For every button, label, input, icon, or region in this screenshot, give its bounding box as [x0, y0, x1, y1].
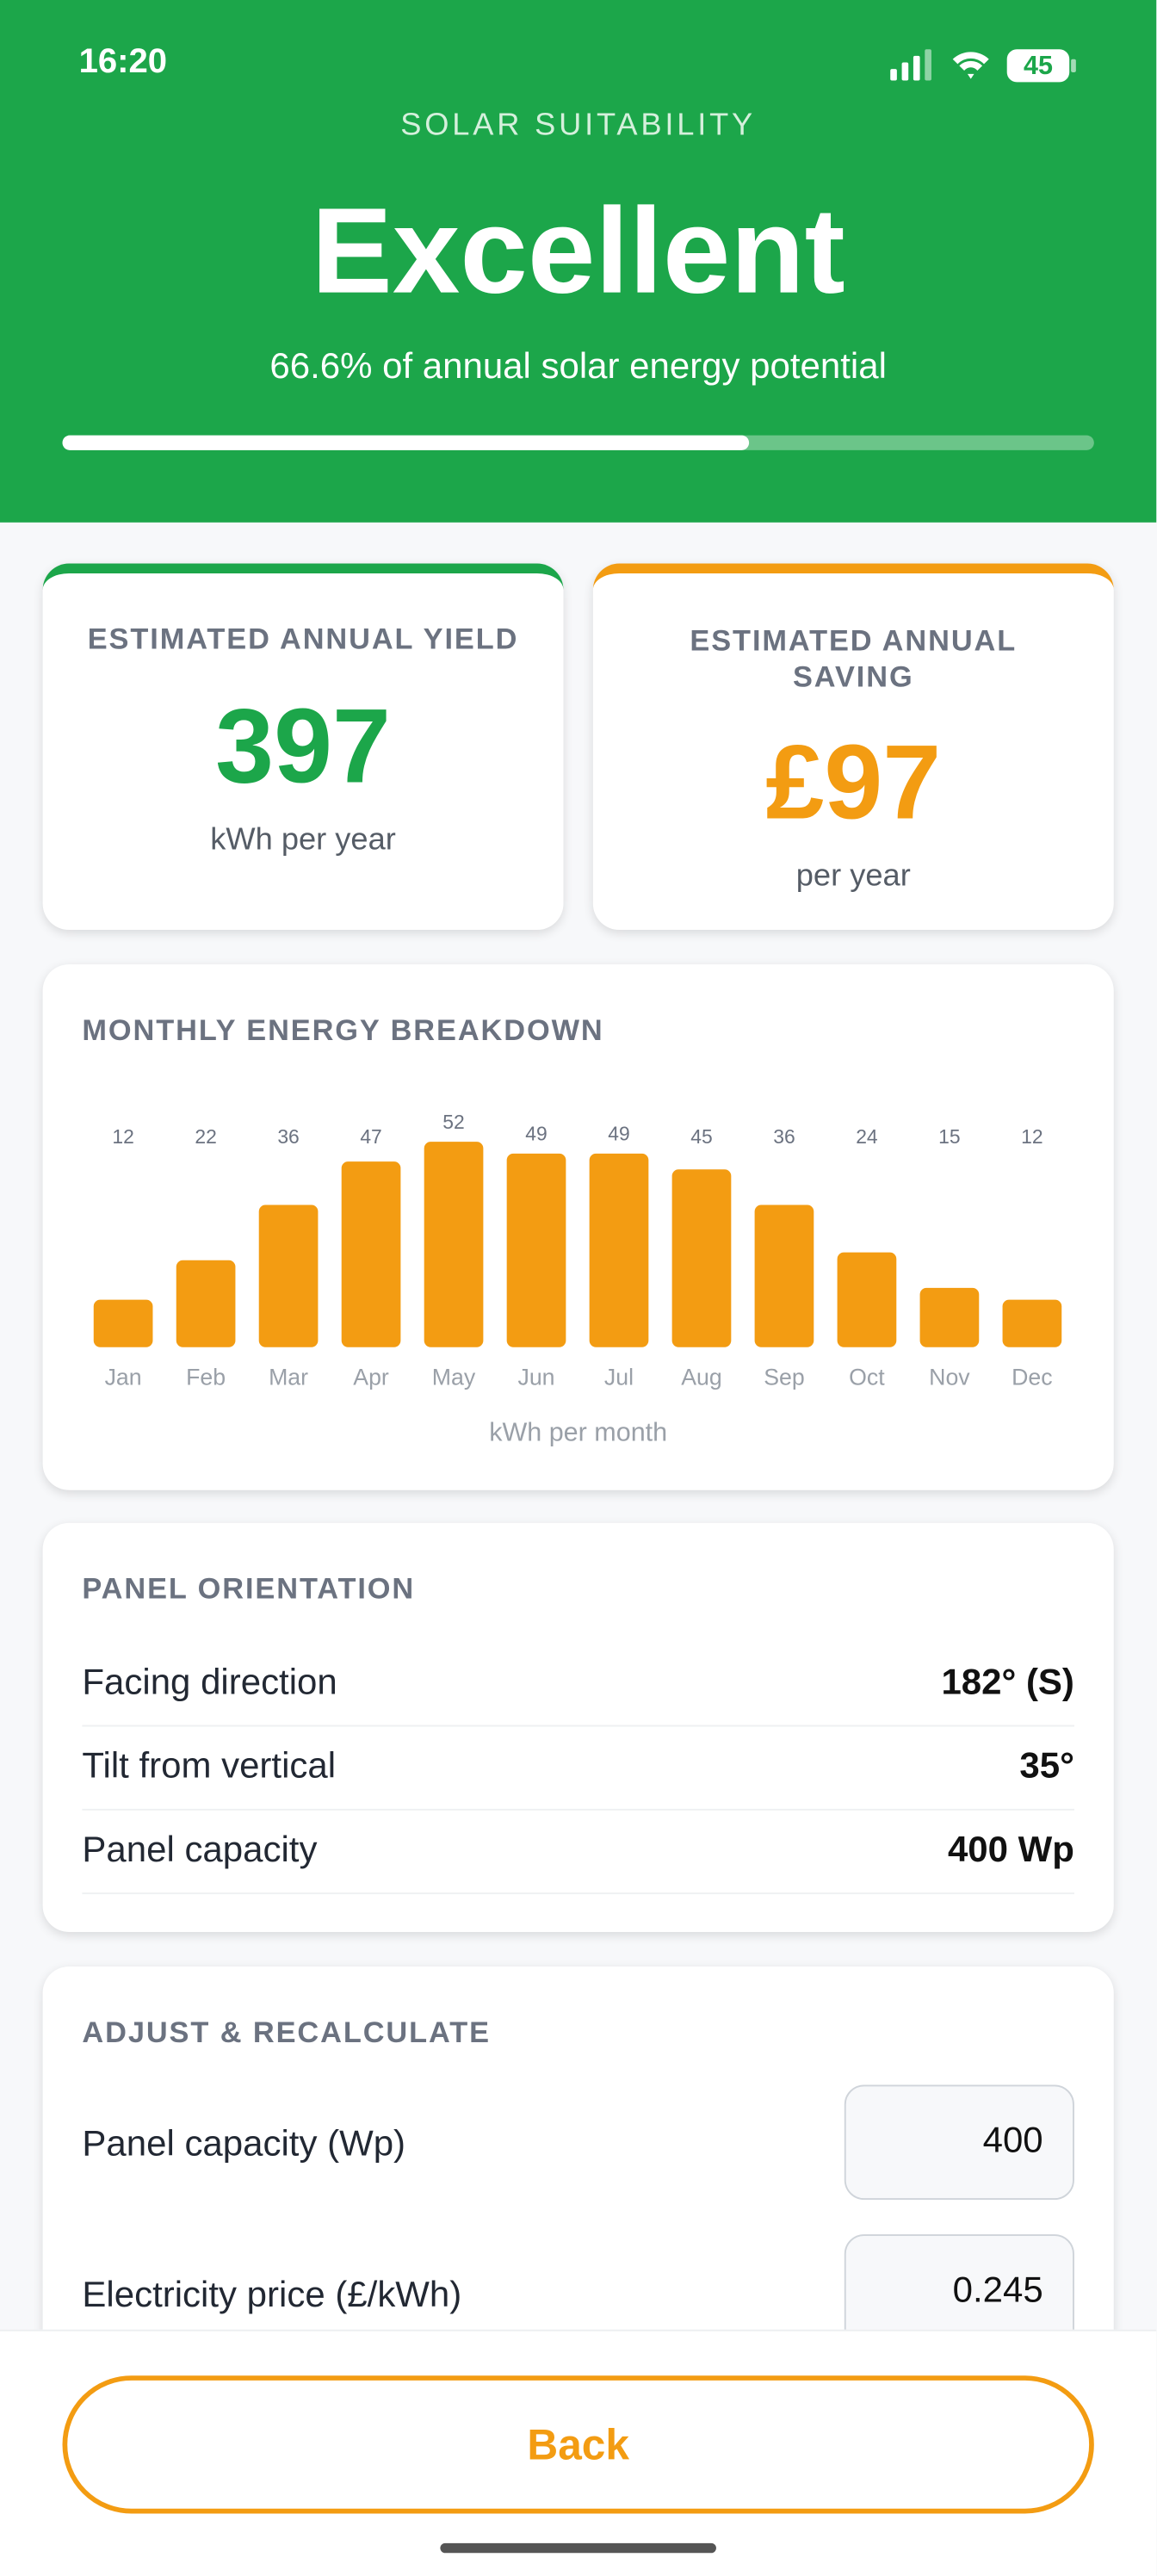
chart-title: MONTHLY ENERGY BREAKDOWN: [82, 1013, 604, 1047]
progress-fill: [62, 435, 750, 450]
value-label: 12: [112, 1125, 133, 1148]
bar: [837, 1252, 897, 1347]
saving-card: ESTIMATED ANNUAL SAVING £97 per year: [592, 563, 1114, 931]
field-input[interactable]: 400: [844, 2084, 1074, 2201]
value-label: 47: [360, 1125, 381, 1148]
row-label: Panel capacity: [82, 1828, 318, 1870]
value-label: 36: [773, 1125, 795, 1148]
x-tick-label: Sep: [764, 1365, 805, 1390]
card-unit: kWh per year: [210, 822, 396, 858]
row-value: 35°: [1019, 1744, 1074, 1786]
info-row: Tilt from vertical 35°: [82, 1725, 1074, 1811]
back-button[interactable]: Back: [62, 2375, 1094, 2514]
field-label: Electricity price (£/kWh): [82, 2273, 462, 2315]
card-label: ESTIMATED ANNUAL YIELD: [87, 622, 519, 656]
row-label: Facing direction: [82, 1661, 337, 1702]
section-title: ADJUST & RECALCULATE: [82, 2016, 491, 2049]
card-value: £97: [765, 722, 942, 841]
bottom-bar: Back: [0, 2329, 1157, 2576]
value-label: 45: [690, 1125, 712, 1148]
x-tick-label: Oct: [849, 1365, 885, 1390]
chart-card: MONTHLY ENERGY BREAKDOWN 12 Jan 22 Feb 36 Mar…: [42, 964, 1114, 1490]
x-tick-label: Aug: [681, 1365, 722, 1390]
value-label: 52: [442, 1111, 464, 1133]
row-value: 182° (S): [941, 1661, 1074, 1702]
value-label: 49: [525, 1123, 547, 1145]
bar-chart: 12 Jan 22 Feb 36 Mar 47 Apr 52 May 49 Jun 49 Jul 45 Aug…: [93, 1111, 1062, 1446]
value-label: 12: [1021, 1125, 1043, 1148]
battery-level: 45: [1024, 51, 1053, 80]
x-tick-label: Nov: [929, 1365, 970, 1390]
info-row: Facing direction 182° (S): [82, 1641, 1074, 1727]
x-tick-label: Feb: [186, 1365, 226, 1390]
header-kicker: SOLAR SUITABILITY: [400, 108, 757, 144]
status-time: 16:20: [78, 42, 168, 81]
home-indicator: [440, 2542, 716, 2554]
bar: [671, 1169, 732, 1347]
value-label: 36: [277, 1125, 299, 1148]
row-value: 400 Wp: [947, 1828, 1074, 1870]
bar: [93, 1299, 153, 1347]
x-tick-label: Jun: [517, 1365, 554, 1390]
bar: [506, 1153, 566, 1347]
bar: [258, 1204, 319, 1347]
card-label: ESTIMATED ANNUAL SAVING: [690, 624, 1018, 694]
bar: [589, 1153, 649, 1347]
x-axis-label: kWh per month: [489, 1417, 667, 1446]
card-value: 397: [215, 686, 391, 805]
bar: [919, 1287, 980, 1347]
x-tick-label: May: [432, 1365, 476, 1390]
field-label: Panel capacity (Wp): [82, 2122, 406, 2164]
bar: [754, 1204, 814, 1347]
value-label: 22: [195, 1125, 216, 1148]
bar: [176, 1260, 236, 1347]
x-tick-label: Jul: [604, 1365, 634, 1390]
bar: [424, 1142, 484, 1347]
x-tick-label: Apr: [353, 1365, 389, 1390]
yield-card: ESTIMATED ANNUAL YIELD 397 kWh per year: [42, 563, 564, 931]
value-label: 24: [856, 1125, 878, 1148]
bar: [1002, 1299, 1062, 1347]
x-tick-label: Dec: [1012, 1365, 1052, 1390]
header: 16:20 45 SOLAR SUITABILITY Excellent 66.…: [0, 0, 1157, 523]
info-row: Panel capacity 400 Wp: [82, 1809, 1074, 1895]
potential-text: 66.6% of annual solar energy potential: [269, 344, 887, 387]
orientation-card: PANEL ORIENTATION Facing direction 182° (…: [42, 1522, 1114, 1932]
status-icons: 45: [890, 49, 1076, 83]
card-unit: per year: [795, 858, 911, 895]
x-tick-label: Mar: [269, 1365, 308, 1390]
row-label: Tilt from vertical: [82, 1744, 337, 1786]
value-label: 15: [938, 1125, 960, 1148]
x-tick-label: Jan: [105, 1365, 142, 1390]
bar: [341, 1161, 401, 1347]
suitability-rating: Excellent: [311, 182, 845, 319]
progress-track: [62, 435, 1094, 450]
value-label: 49: [608, 1123, 629, 1145]
section-title: PANEL ORIENTATION: [82, 1572, 416, 1606]
